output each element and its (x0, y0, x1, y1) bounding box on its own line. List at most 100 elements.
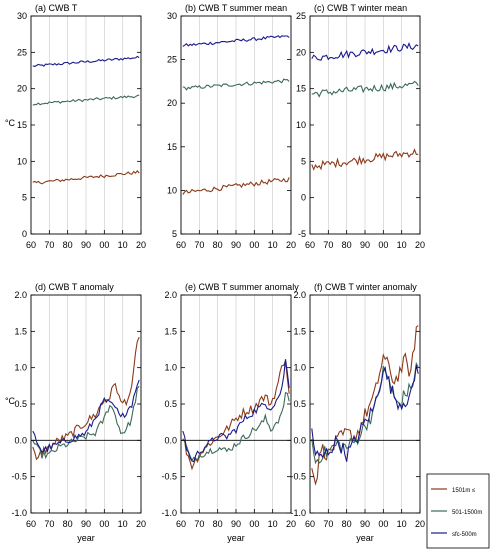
x-tick-label: 70 (194, 240, 204, 250)
series-line (311, 148, 419, 171)
y-tick-label: 10 (296, 120, 306, 130)
x-tick-label: 20 (286, 240, 296, 250)
x-tick-label: 20 (286, 519, 296, 529)
y-tick-label: -0.5 (290, 472, 306, 482)
x-tick-label: 60 (305, 240, 315, 250)
series-line (32, 385, 140, 460)
y-tick-label: 2.0 (164, 290, 177, 300)
y-tick-label: 0.0 (14, 435, 27, 445)
panel-title: (e) CWB T summer anomaly (185, 282, 299, 292)
chart-panel: -1.0 -0.5 0.0 0.5 1.0 1.5 2.0 60 70 80 90 00 10 20 (e)… (161, 282, 299, 543)
x-tick-label: 80 (342, 519, 352, 529)
series-line (182, 360, 290, 471)
y-tick-label: 30 (167, 11, 177, 21)
y-tick-label: 0.5 (293, 399, 306, 409)
x-tick-label: 60 (26, 519, 36, 529)
series-line (311, 365, 419, 462)
x-tick-label: 70 (194, 519, 204, 529)
legend: 1501m ≤ 501-1500m sfc-500m (426, 473, 490, 549)
chart-panel: 0 5 10 15 20 25 30 60 70 80 90 00 10 20 (a) CWB T °C (5, 3, 146, 250)
y-tick-label: 5 (22, 193, 27, 203)
series-line (182, 78, 290, 91)
x-tick-label: 10 (397, 519, 407, 529)
x-tick-label: 00 (249, 240, 259, 250)
x-tick-label: 20 (415, 240, 425, 250)
y-tick-label: 1.5 (293, 326, 306, 336)
series-line (182, 391, 290, 462)
x-axis-label: year (227, 533, 245, 543)
y-tick-label: 1.5 (14, 326, 27, 336)
y-tick-label: 0.5 (164, 399, 177, 409)
x-axis-label: year (356, 533, 374, 543)
x-tick-label: 80 (342, 240, 352, 250)
y-tick-label: 20 (17, 84, 27, 94)
x-tick-label: 90 (81, 240, 91, 250)
y-tick-label: 15 (167, 142, 177, 152)
chart-panel: 5 10 15 20 25 30 60 70 80 90 00 10 20 (b) CWB T summe… (167, 3, 296, 250)
panel-title: (b) CWB T summer mean (185, 3, 287, 13)
x-tick-label: 20 (136, 240, 146, 250)
x-tick-label: 00 (249, 519, 259, 529)
x-tick-label: 90 (81, 519, 91, 529)
x-tick-label: 00 (99, 240, 109, 250)
y-tick-label: 5 (301, 156, 306, 166)
y-tick-label: -0.5 (11, 472, 27, 482)
y-tick-label: 25 (17, 47, 27, 57)
y-tick-label: 25 (296, 11, 306, 21)
x-tick-label: 80 (63, 240, 73, 250)
y-axis-label: °C (5, 396, 16, 406)
x-tick-label: 10 (397, 240, 407, 250)
y-tick-label: 0.0 (293, 435, 306, 445)
x-tick-label: 70 (44, 519, 54, 529)
y-tick-label: 1.5 (164, 326, 177, 336)
chart-panel: -1.0 -0.5 0.0 0.5 1.0 1.5 2.0 60 70 80 90 00 10 20 (d)… (5, 282, 146, 543)
y-tick-label: 15 (296, 84, 306, 94)
y-tick-label: 1.0 (164, 363, 177, 373)
y-tick-label: -1.0 (161, 508, 177, 518)
x-tick-label: 10 (118, 519, 128, 529)
series-line (182, 359, 290, 463)
series-line (32, 379, 140, 454)
y-tick-label: 2.0 (293, 290, 306, 300)
y-tick-label: 20 (167, 98, 177, 108)
x-tick-label: 00 (99, 519, 109, 529)
y-tick-label: 0.0 (164, 435, 177, 445)
x-tick-label: 90 (360, 519, 370, 529)
x-tick-label: 60 (26, 240, 36, 250)
series-line (182, 35, 290, 47)
x-tick-label: 70 (44, 240, 54, 250)
legend-label-low: sfc-500m (452, 532, 477, 538)
chart-panel: -5 0 5 10 15 20 25 60 70 80 90 00 10 20 (c) CWB T wint… (296, 3, 425, 250)
y-tick-label: 0.5 (14, 399, 27, 409)
series-line (182, 177, 290, 195)
x-tick-label: 60 (176, 240, 186, 250)
x-tick-label: 00 (378, 519, 388, 529)
y-tick-label: 1.0 (293, 363, 306, 373)
x-tick-label: 10 (268, 240, 278, 250)
series-line (32, 94, 140, 106)
x-tick-label: 70 (323, 519, 333, 529)
x-tick-label: 00 (378, 240, 388, 250)
panel-title: (f) CWB T winter anomaly (314, 282, 417, 292)
x-tick-label: 80 (213, 240, 223, 250)
y-axis-label: °C (5, 118, 16, 128)
x-tick-label: 90 (231, 240, 241, 250)
y-tick-label: -1.0 (290, 508, 306, 518)
y-tick-label: 1.0 (14, 363, 27, 373)
x-tick-label: 20 (136, 519, 146, 529)
panel-title: (d) CWB T anomaly (35, 282, 114, 292)
x-tick-label: 80 (213, 519, 223, 529)
y-tick-label: 25 (167, 55, 177, 65)
legend-label-high: 1501m ≤ (452, 488, 476, 494)
x-tick-label: 10 (118, 240, 128, 250)
x-tick-label: 10 (268, 519, 278, 529)
series-line (311, 80, 419, 98)
legend-label-mid: 501-1500m (452, 510, 482, 516)
chart-panel: -1.0 -0.5 0.0 0.5 1.0 1.5 2.0 60 70 80 90 00 10 20 (f)… (290, 282, 425, 543)
y-tick-label: 15 (17, 120, 27, 130)
panel-title: (c) CWB T winter mean (314, 3, 407, 13)
series-line (311, 41, 419, 61)
series-line (32, 170, 140, 185)
panel-title: (a) CWB T (35, 3, 78, 13)
